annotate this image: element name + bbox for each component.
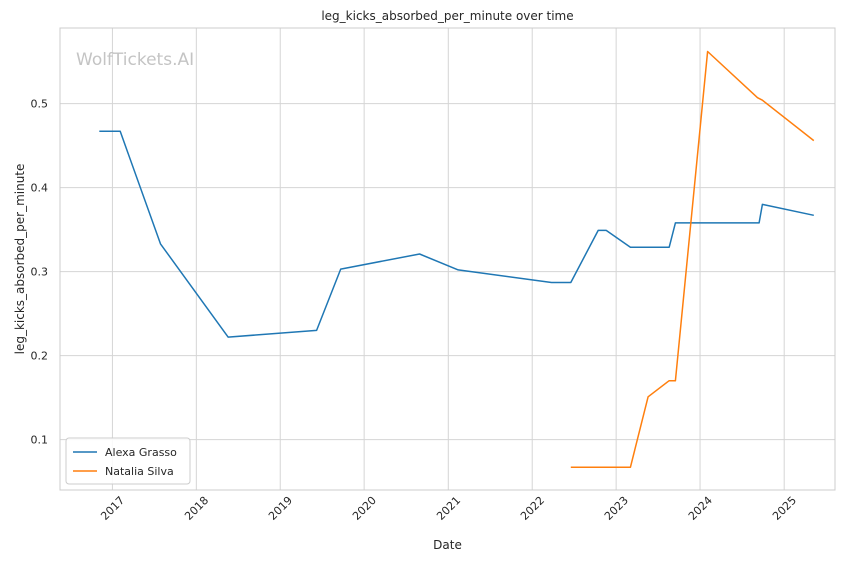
legend-label: Natalia Silva [105, 465, 174, 478]
legend-box [65, 437, 191, 485]
grid-layer [60, 28, 835, 490]
x-axis-title: Date [433, 538, 462, 552]
series-line-1 [570, 50, 815, 469]
x-tick-label: 2019 [266, 494, 295, 523]
series-layer [99, 50, 815, 469]
x-tick-label: 2025 [770, 494, 799, 523]
y-tick-label: 0.3 [31, 266, 49, 279]
x-tick-label: 2020 [350, 494, 379, 523]
y-tick-label: 0.2 [31, 350, 49, 363]
x-tick-label: 2017 [98, 494, 127, 523]
y-axis-title: leg_kicks_absorbed_per_minute [13, 164, 27, 355]
y-tick-label: 0.4 [31, 182, 49, 195]
x-tick-label: 2021 [434, 494, 463, 523]
x-tick-label: 2023 [602, 494, 631, 523]
chart-title: leg_kicks_absorbed_per_minute over time [321, 9, 573, 23]
x-tick-label: 2024 [686, 494, 715, 523]
x-tick-label: 2018 [182, 494, 211, 523]
watermark-text: WolfTickets.AI [76, 50, 194, 70]
y-tick-label: 0.5 [31, 98, 49, 111]
y-tick-label: 0.1 [31, 434, 49, 447]
x-tick-label: 2022 [518, 494, 547, 523]
plot-frame [59, 27, 836, 491]
legend: Alexa Grasso Natalia Silva [65, 437, 191, 485]
legend-label: Alexa Grasso [105, 446, 177, 459]
series-line-0 [99, 130, 814, 338]
